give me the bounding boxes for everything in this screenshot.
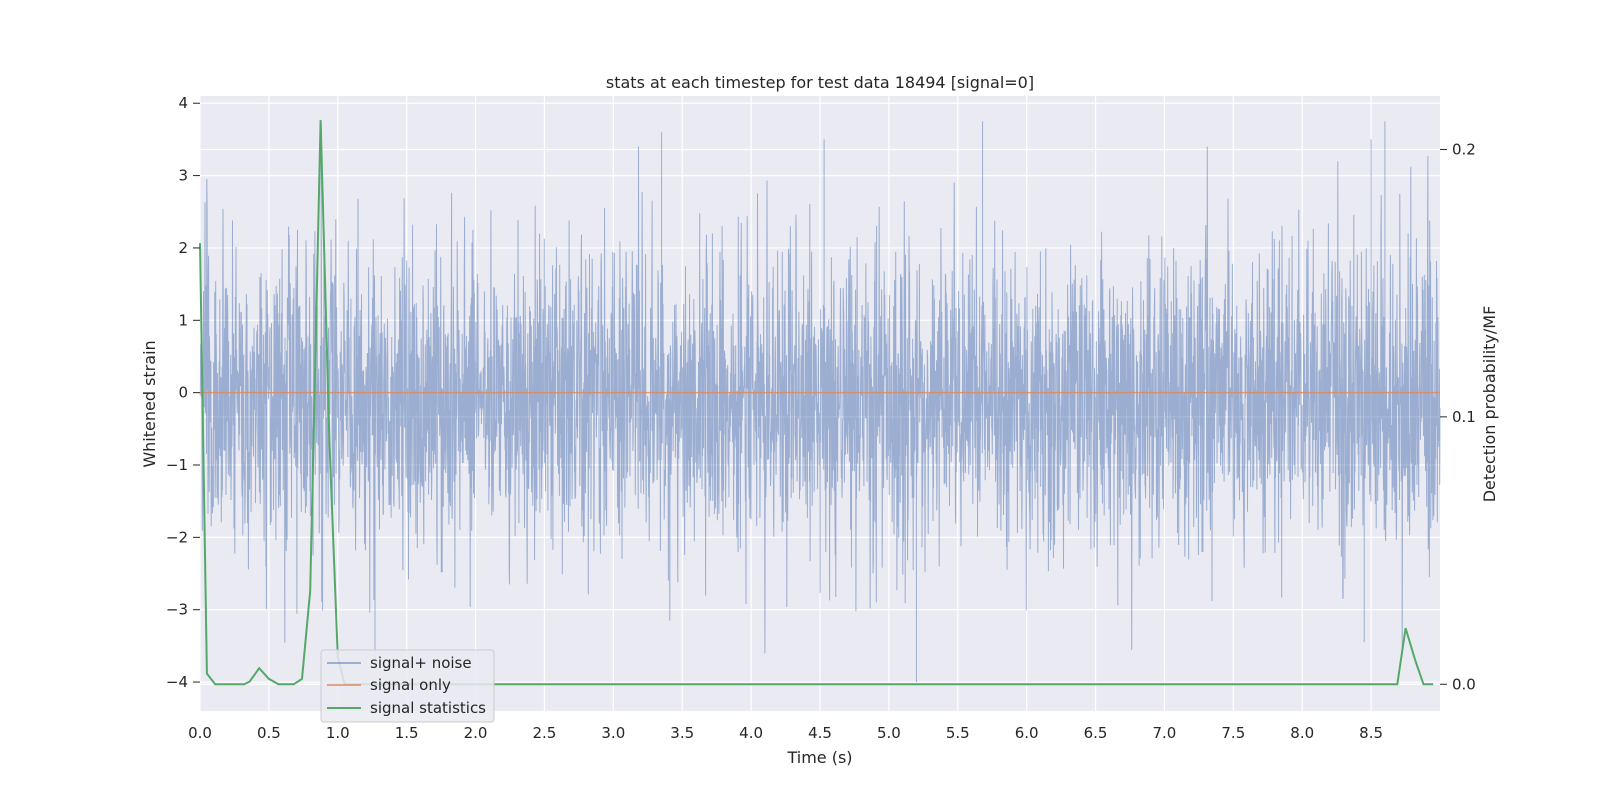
x-axis: 0.0 0.5 1.0 1.5 2.0 2.5 3.0 3.5 4.0 4.5 5.0 5.5 6.0 6… (188, 724, 1383, 742)
y-left-tick-label: −4 (166, 673, 188, 691)
x-tick-label: 7.0 (1153, 724, 1177, 742)
chart-title: stats at each timestep for test data 184… (606, 73, 1034, 92)
y-right-tick-label: 0.1 (1452, 408, 1476, 426)
y-left-tick-label: 2 (178, 239, 188, 257)
y-axis-right: 0.2 0.1 0.0 (1440, 140, 1476, 693)
legend-label-signal-plus-noise: signal+ noise (370, 654, 472, 672)
x-tick-label: 8.5 (1359, 724, 1383, 742)
legend-box (320, 649, 495, 723)
legend: signal+ noise signal only signal statist… (320, 649, 495, 723)
y-right-tick-label: 0.2 (1452, 140, 1476, 158)
x-tick-label: 5.0 (877, 724, 901, 742)
legend-label-signal-only: signal only (370, 676, 451, 694)
x-tick-label: 7.5 (1221, 724, 1245, 742)
x-tick-label: 4.0 (739, 724, 763, 742)
x-tick-label: 3.5 (670, 724, 694, 742)
signal-statistics-series (199, 120, 1434, 686)
x-axis-label: Time (s) (786, 748, 852, 767)
y-axis-right-label: Detection probability/MF (1480, 306, 1499, 503)
x-tick-label: 2.5 (533, 724, 557, 742)
x-tick-label: 6.0 (1015, 724, 1039, 742)
signal-plus-noise-line (199, 121, 1441, 683)
y-right-tick-label: 0.0 (1452, 675, 1476, 693)
x-tick-label: 5.5 (946, 724, 970, 742)
y-left-tick-label: 1 (178, 311, 188, 329)
legend-label-signal-statistics: signal statistics (370, 699, 486, 717)
signal-plus-noise-series (199, 121, 1441, 683)
x-tick-label: 0.5 (257, 724, 281, 742)
y-axis-left-label: Whitened strain (140, 340, 159, 467)
x-tick-label: 2.0 (464, 724, 488, 742)
signal-statistics-line (199, 120, 1434, 686)
x-tick-label: 6.5 (1084, 724, 1108, 742)
y-left-tick-label: 4 (178, 94, 188, 112)
y-left-tick-label: −2 (166, 528, 188, 546)
x-tick-label: 3.0 (601, 724, 625, 742)
x-tick-label: 0.0 (188, 724, 212, 742)
y-left-tick-label: −1 (166, 456, 188, 474)
x-tick-label: 1.0 (326, 724, 350, 742)
y-left-tick-label: 0 (178, 384, 188, 402)
y-left-tick-label: 3 (178, 167, 188, 185)
x-tick-label: 4.5 (808, 724, 832, 742)
y-left-tick-label: −3 (166, 601, 188, 619)
x-tick-label: 1.5 (395, 724, 419, 742)
y-axis-left: 4 3 2 1 0 −1 −2 −3 −4 (166, 94, 200, 691)
x-tick-label: 8.0 (1290, 724, 1314, 742)
